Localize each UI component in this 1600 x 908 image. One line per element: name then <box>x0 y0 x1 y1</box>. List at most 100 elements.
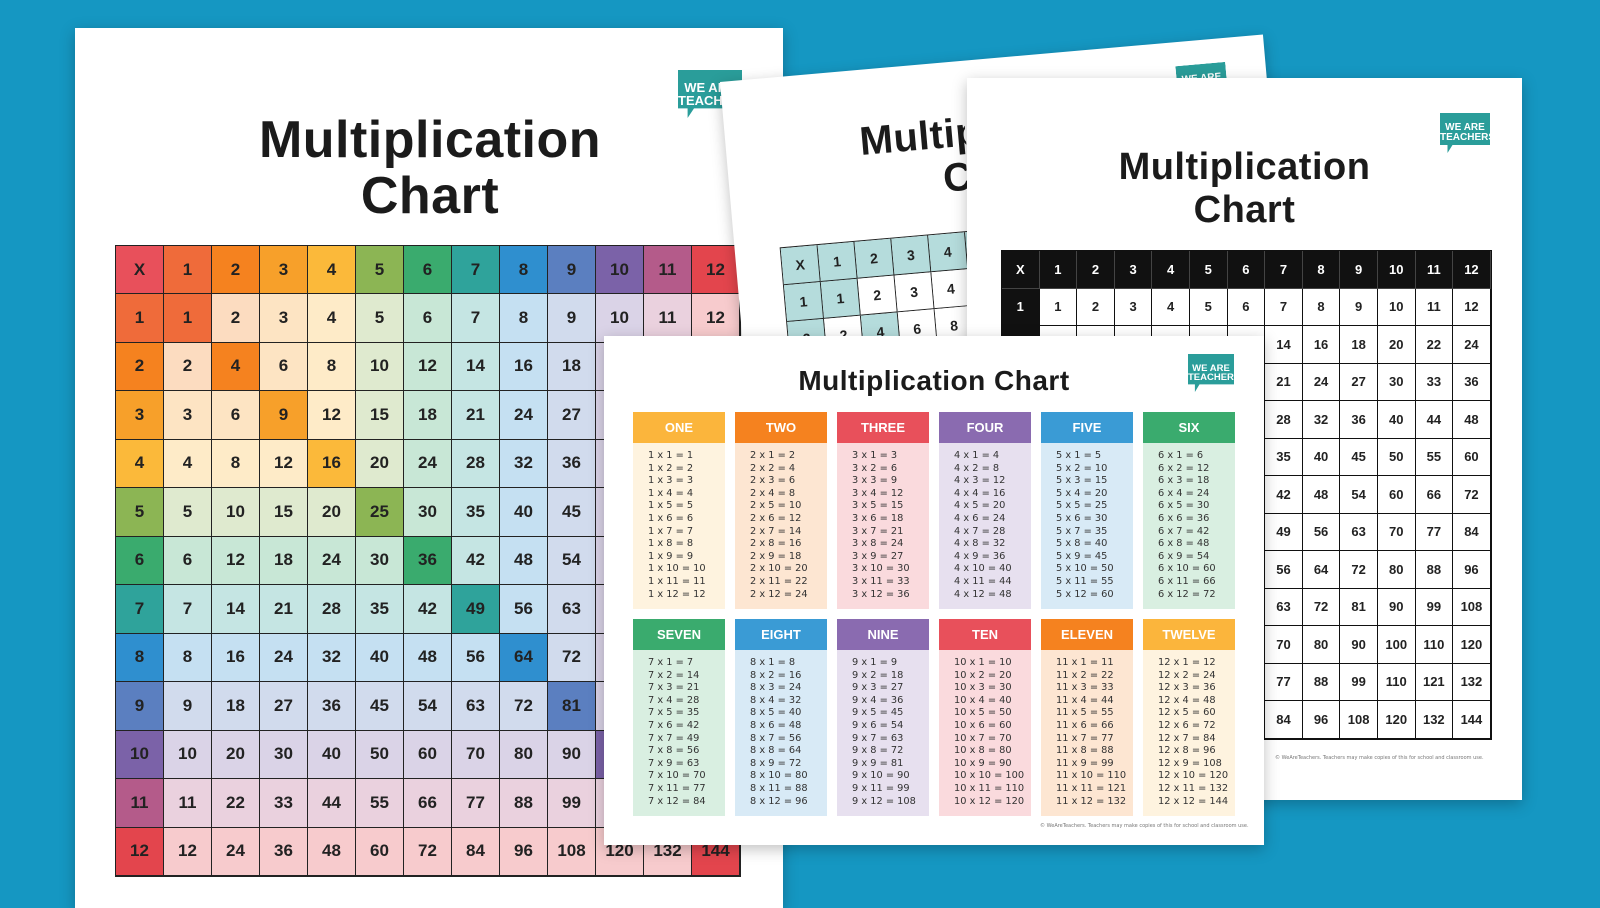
grid-cell: 54 <box>1340 476 1378 514</box>
grid-cell: 49 <box>1265 513 1303 551</box>
grid-cell: 88 <box>500 779 548 828</box>
grid-cell: 35 <box>356 585 404 634</box>
fact-table-body: 11 x 1 = 11 11 x 2 = 22 11 x 3 = 33 11 x 4 … <box>1041 650 1133 816</box>
facts-chart-card: Multiplication Chart WE ARE TEACHERS ONE 1… <box>604 336 1264 845</box>
grid-cell: 24 <box>308 536 356 585</box>
fact-line: 5 x 10 = 50 <box>1056 563 1114 575</box>
grid-cell: 16 <box>212 633 260 682</box>
grid-cell: 60 <box>1453 438 1491 476</box>
fact-line: 7 x 2 = 14 <box>648 669 700 681</box>
grid-cell: 21 <box>260 585 308 634</box>
fact-line: 6 x 3 = 18 <box>1158 475 1210 487</box>
grid-cell: 12 <box>260 439 308 488</box>
grid-cell: 132 <box>1415 701 1454 739</box>
fact-line: 10 x 9 = 90 <box>954 757 1012 769</box>
grid-cell: 48 <box>308 827 356 876</box>
fact-line: 1 x 11 = 11 <box>648 575 706 587</box>
fact-line: 6 x 4 = 24 <box>1158 487 1210 499</box>
copyright-footer: © WeAreTeachers. Teachers may make copie… <box>1275 755 1484 761</box>
grid-header-cell: 4 <box>116 439 164 488</box>
grid-header-cell: 6 <box>404 246 452 294</box>
fact-line: 11 x 12 = 132 <box>1056 795 1127 807</box>
grid-cell: 10 <box>1377 288 1416 326</box>
fact-line: 6 x 6 = 36 <box>1158 512 1210 524</box>
grid-cell: 16 <box>308 439 356 488</box>
grid-cell: 56 <box>500 585 548 634</box>
grid-header-cell: 12 <box>116 827 164 876</box>
grid-cell: 70 <box>452 730 500 779</box>
grid-cell: 72 <box>548 633 596 682</box>
grid-cell: 48 <box>1453 401 1491 439</box>
grid-cell: 44 <box>1415 401 1454 439</box>
fact-line: 1 x 8 = 8 <box>648 538 694 550</box>
grid-cell: 84 <box>1453 513 1491 551</box>
grid-header-cell: 7 <box>452 246 500 294</box>
grid-cell: 1 <box>1039 288 1078 326</box>
fact-line: 4 x 10 = 40 <box>954 563 1012 575</box>
grid-cell: 18 <box>260 536 308 585</box>
grid-cell: 4 <box>308 294 356 343</box>
fact-line: 1 x 1 = 1 <box>648 450 694 461</box>
grid-cell: 20 <box>356 439 404 488</box>
grid-cell: 45 <box>1340 438 1378 476</box>
grid-cell: 70 <box>1265 626 1303 664</box>
fact-line: 11 x 9 = 99 <box>1056 757 1114 769</box>
grid-cell: 99 <box>548 779 596 828</box>
fact-line: 5 x 7 = 35 <box>1056 525 1108 537</box>
fact-table-header: TWELVE <box>1143 619 1235 650</box>
grid-cell: 12 <box>212 536 260 585</box>
grid-header-cell: 8 <box>500 246 548 294</box>
grid-cell: 60 <box>1377 476 1416 514</box>
fact-line: 10 x 1 = 10 <box>954 657 1012 668</box>
grid-cell: 8 <box>500 294 548 343</box>
grid-header-cell: X <box>116 246 164 294</box>
fact-line: 3 x 8 = 24 <box>852 538 904 550</box>
fact-line: 6 x 5 = 30 <box>1158 500 1210 512</box>
grid-header-cell: 4 <box>308 246 356 294</box>
grid-header-cell: 1 <box>1039 251 1078 289</box>
fact-line: 1 x 2 = 2 <box>648 462 694 474</box>
grid-cell: 6 <box>260 342 308 391</box>
grid-cell: 110 <box>1415 626 1454 664</box>
fact-line: 5 x 6 = 30 <box>1056 512 1108 524</box>
grid-header-cell: 1 <box>164 246 212 294</box>
copyright-footer: © WeAreTeachers. Teachers may make copie… <box>1040 823 1249 829</box>
fact-line: 11 x 8 = 88 <box>1056 745 1114 757</box>
fact-line: 9 x 4 = 36 <box>852 694 904 706</box>
grid-cell: 8 <box>1302 288 1341 326</box>
fact-line: 3 x 12 = 36 <box>852 588 910 600</box>
fact-line: 12 x 1 = 12 <box>1158 657 1216 668</box>
grid-cell: 28 <box>1265 401 1303 439</box>
fact-line: 10 x 4 = 40 <box>954 694 1012 706</box>
grid-cell: 66 <box>1415 476 1454 514</box>
grid-cell: 36 <box>1340 401 1378 439</box>
grid-cell: 35 <box>1265 438 1303 476</box>
fact-line: 6 x 8 = 48 <box>1158 538 1210 550</box>
grid-cell: 6 <box>1227 288 1266 326</box>
grid-cell: 28 <box>452 439 500 488</box>
grid-cell: 30 <box>356 536 404 585</box>
grid-cell: 15 <box>260 488 308 537</box>
grid-cell: 90 <box>1340 626 1378 664</box>
grid-header-cell: 10 <box>596 246 644 294</box>
grid-cell: 90 <box>1377 588 1416 626</box>
fact-line: 9 x 8 = 72 <box>852 745 904 757</box>
grid-cell: 10 <box>596 294 644 343</box>
fact-line: 2 x 2 = 4 <box>750 462 796 474</box>
grid-header-cell: 2 <box>1077 251 1115 289</box>
grid-cell: 12 <box>164 827 212 876</box>
grid-cell: 2 <box>164 342 212 391</box>
grid-cell: 81 <box>548 682 596 731</box>
fact-line: 4 x 12 = 48 <box>954 588 1012 600</box>
fact-line: 3 x 1 = 3 <box>852 450 898 461</box>
fact-table-header: THREE <box>837 412 929 443</box>
fact-line: 2 x 3 = 6 <box>750 475 796 487</box>
grid-cell: 4 <box>164 439 212 488</box>
grid-cell: 108 <box>1453 588 1491 626</box>
fact-line: 6 x 2 = 12 <box>1158 462 1210 474</box>
grid-cell: 16 <box>1302 326 1341 364</box>
fact-line: 8 x 11 = 88 <box>750 782 808 794</box>
fact-line: 7 x 5 = 35 <box>648 707 700 719</box>
